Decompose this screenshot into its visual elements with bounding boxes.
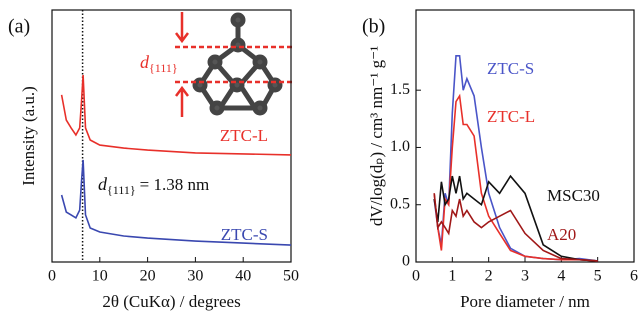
x-tick-label: 30 bbox=[187, 268, 203, 285]
x-tick-label: 5 bbox=[594, 268, 602, 285]
page: {"chart_data": [ {"type": "line", "panel… bbox=[0, 0, 642, 321]
y-tick-label: 0 bbox=[402, 253, 410, 270]
x-tick-label: 1 bbox=[448, 268, 456, 285]
x-tick-label: 4 bbox=[557, 268, 565, 285]
y-axis-label: dV/log(dₚ) / cm³ nm⁻¹ g⁻¹ bbox=[367, 46, 386, 226]
series-label: ZTC-L bbox=[487, 107, 535, 126]
molecule-icon bbox=[195, 15, 280, 113]
y-tick-label: 1.0 bbox=[390, 138, 410, 155]
series-label: MSC30 bbox=[547, 186, 600, 205]
figure: (a) 2θ (CuKα) / degrees Intensity (a.u.) 0 1… bbox=[0, 0, 642, 321]
annotation: d{111}= 1.38 nm bbox=[98, 174, 209, 197]
plot-frame bbox=[416, 10, 634, 262]
y-axis-label: Intensity (a.u.) bbox=[19, 86, 38, 186]
annotation: d{111} bbox=[140, 52, 178, 75]
x-tick-label: 3 bbox=[521, 268, 529, 285]
panel-label: (a) bbox=[8, 16, 30, 38]
x-tick-label: 20 bbox=[140, 268, 156, 285]
panel-label: (b) bbox=[362, 16, 385, 38]
spacing-marker bbox=[175, 12, 292, 117]
series-label: ZTC-L bbox=[220, 126, 268, 145]
y-tick-label: 1.5 bbox=[390, 81, 410, 98]
x-tick-label: 40 bbox=[235, 268, 251, 285]
annotation-subscript: {111} bbox=[107, 183, 136, 197]
x-axis-label: Pore diameter / nm bbox=[460, 292, 590, 311]
x-tick-label: 0 bbox=[412, 268, 420, 285]
y-tick-label: 0.5 bbox=[390, 195, 410, 212]
annotation-subscript: {111} bbox=[149, 61, 178, 75]
x-tick-label: 0 bbox=[48, 268, 56, 285]
x-tick-label: 6 bbox=[630, 268, 638, 285]
x-tick-label: 10 bbox=[92, 268, 108, 285]
x-tick-label: 2 bbox=[485, 268, 493, 285]
x-axis-label: 2θ (CuKα) / degrees bbox=[102, 292, 240, 311]
series-label: A20 bbox=[547, 225, 576, 244]
x-tick-label: 50 bbox=[283, 268, 299, 285]
series-label: ZTC-S bbox=[487, 59, 534, 78]
annotation-text: = 1.38 nm bbox=[140, 175, 210, 194]
series-label: ZTC-S bbox=[221, 225, 268, 244]
